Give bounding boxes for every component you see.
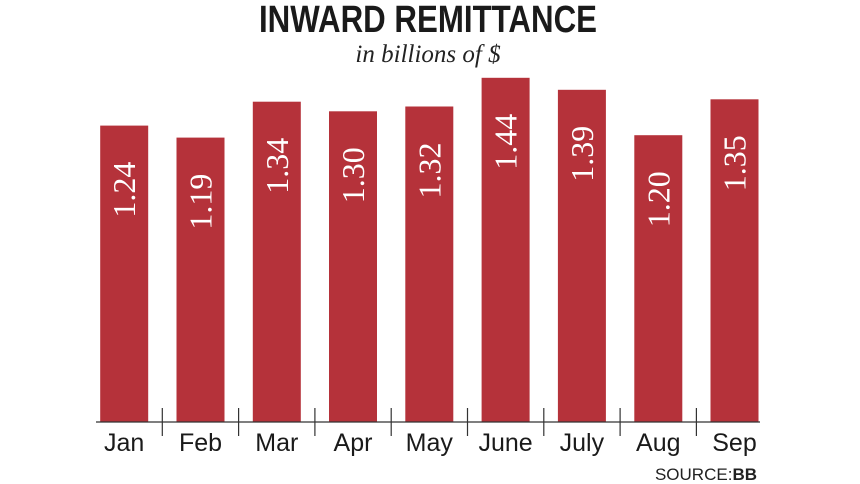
- x-ticks-group: [161, 408, 698, 436]
- bar-june: [481, 77, 530, 423]
- chart-subtitle: in billions of $: [355, 41, 501, 68]
- category-label-may: May: [406, 429, 454, 457]
- category-label-sep: Sep: [712, 429, 756, 457]
- category-label-mar: Mar: [255, 429, 298, 457]
- bar-july: [557, 89, 606, 423]
- value-label-mar: 1.34: [259, 138, 295, 194]
- value-label-july: 1.39: [564, 126, 600, 182]
- category-label-june: June: [478, 429, 532, 457]
- value-labels-group: 1.24 1.19 1.34 1.30 1.32 1.44 1.39 1.20 1.35: [106, 114, 752, 230]
- category-labels-group: Jan Feb Mar Apr May June July Aug Sep: [104, 429, 757, 457]
- category-label-jan: Jan: [104, 429, 144, 457]
- bar-feb: [176, 137, 225, 422]
- source-prefix: SOURCE:: [655, 465, 732, 484]
- value-label-may: 1.32: [411, 143, 447, 199]
- value-label-apr: 1.30: [335, 147, 371, 203]
- value-label-jan: 1.24: [106, 162, 142, 218]
- source-name: BB: [732, 465, 757, 484]
- category-label-apr: Apr: [334, 429, 373, 457]
- chart-title: INWARD REMITTANCE: [259, 0, 597, 41]
- bar-jan: [100, 125, 149, 422]
- value-label-feb: 1.19: [183, 174, 219, 230]
- bar-apr: [329, 111, 377, 423]
- value-label-aug: 1.20: [640, 171, 676, 227]
- bar-mar: [252, 101, 301, 422]
- value-label-june: 1.44: [488, 114, 524, 170]
- bar-aug: [634, 135, 683, 422]
- category-label-feb: Feb: [179, 429, 222, 457]
- value-label-sep: 1.35: [717, 135, 753, 191]
- category-label-july: July: [560, 429, 605, 457]
- category-label-aug: Aug: [636, 429, 680, 457]
- bars-group: [100, 77, 759, 423]
- bar-sep: [710, 99, 759, 423]
- source-line: SOURCE:BB: [655, 465, 757, 484]
- bar-may: [405, 106, 454, 422]
